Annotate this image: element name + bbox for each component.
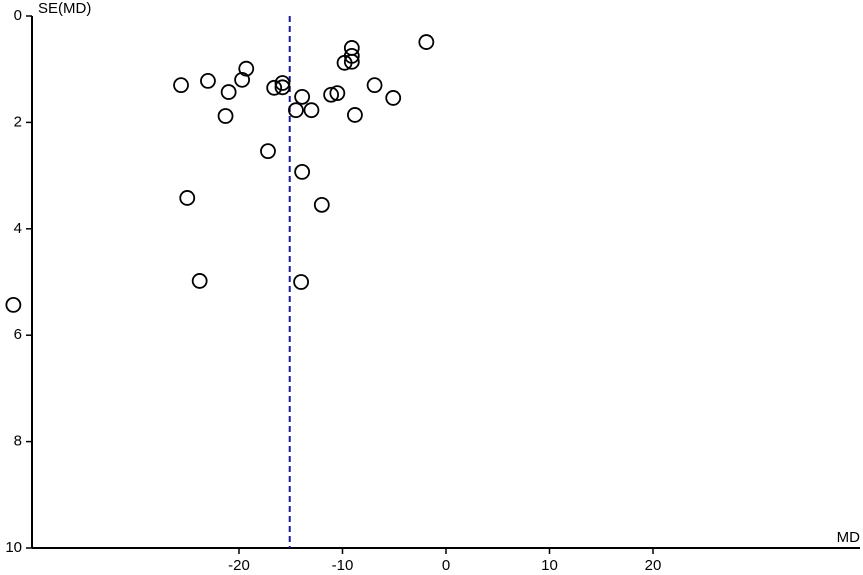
point: [293, 274, 310, 290]
point: [385, 90, 402, 106]
point: [343, 48, 360, 64]
y-tick-label: 2: [14, 113, 22, 130]
y-tick-label: 6: [14, 326, 22, 343]
point: [260, 143, 276, 160]
y-tick-label: 0: [14, 7, 22, 24]
point: [220, 84, 237, 100]
y-tick-label: 4: [14, 220, 22, 237]
point: [323, 86, 340, 103]
x-tick-label: 10: [541, 557, 558, 574]
point: [329, 85, 346, 102]
point: [288, 102, 304, 119]
x-tick-label: 0: [442, 557, 450, 574]
point: [343, 40, 360, 56]
point: [294, 163, 311, 180]
point: [294, 88, 311, 105]
point: [274, 75, 291, 91]
point: [191, 273, 208, 289]
x-axis-label: MD: [837, 529, 860, 546]
point: [217, 108, 234, 124]
point: [266, 79, 283, 96]
x-tick-label: -10: [332, 557, 354, 574]
y-tick-label: 8: [14, 433, 22, 450]
point: [366, 77, 383, 94]
point: [303, 102, 320, 119]
point: [173, 77, 189, 94]
point: [418, 34, 435, 50]
point: [179, 190, 196, 206]
point: [238, 60, 255, 77]
point: [343, 53, 360, 70]
point: [200, 73, 216, 89]
point: [5, 296, 22, 313]
point: [347, 107, 363, 123]
y-tick-label: 10: [5, 539, 22, 556]
x-tick-label: 20: [645, 557, 662, 574]
point: [274, 79, 291, 96]
y-axis-label: SE(MD): [38, 0, 91, 17]
point: [234, 71, 251, 88]
x-tick-label: -20: [228, 557, 250, 574]
point: [313, 196, 330, 213]
